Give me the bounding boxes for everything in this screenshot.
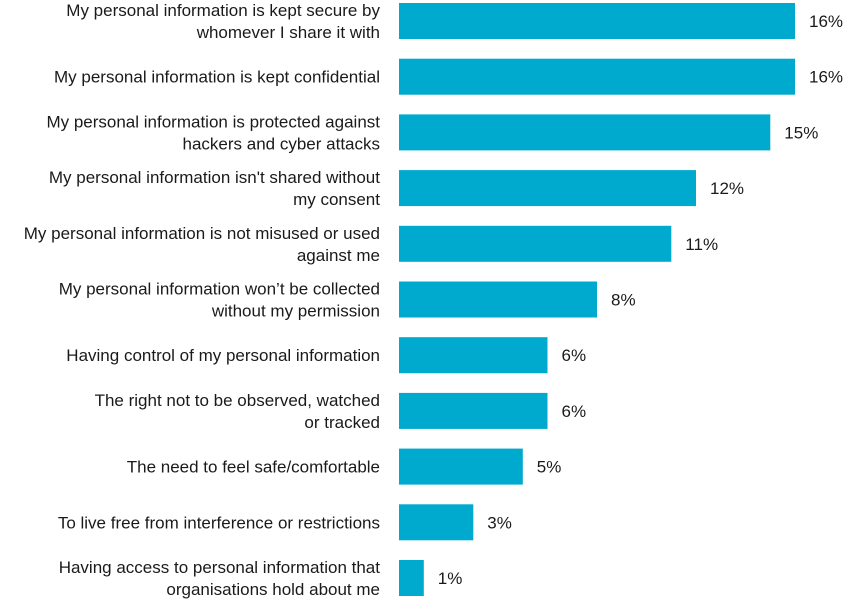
bar-8: [399, 448, 523, 485]
category-labels-group: My personal information is kept secure b…: [24, 1, 381, 599]
bar-10: [399, 560, 424, 596]
value-label-7: 6%: [562, 402, 587, 421]
category-label-6: Having control of my personal informatio…: [66, 346, 380, 365]
bar-6: [399, 337, 548, 374]
category-label-9: To live free from interference or restri…: [58, 513, 380, 532]
category-label-2: My personal information is protected aga…: [46, 112, 380, 153]
category-label-3: My personal information isn't shared wit…: [49, 168, 380, 209]
category-label-0-line-1: whomever I share it with: [196, 23, 380, 42]
category-label-1-line-0: My personal information is kept confiden…: [54, 68, 380, 87]
category-label-6-line-0: Having control of my personal informatio…: [66, 346, 380, 365]
value-label-1: 16%: [809, 68, 843, 87]
category-label-8-line-0: The need to feel safe/comfortable: [127, 458, 380, 477]
value-label-2: 15%: [784, 123, 818, 142]
category-label-5: My personal information won’t be collect…: [59, 280, 380, 321]
value-label-9: 3%: [487, 513, 512, 532]
category-label-7-line-1: or tracked: [304, 413, 380, 432]
value-label-10: 1%: [438, 569, 463, 588]
category-label-1: My personal information is kept confiden…: [54, 68, 380, 87]
category-label-3-line-1: my consent: [293, 190, 380, 209]
category-label-9-line-0: To live free from interference or restri…: [58, 513, 380, 532]
category-label-5-line-0: My personal information won’t be collect…: [59, 280, 380, 299]
bar-7: [399, 392, 548, 429]
bar-9: [399, 504, 474, 541]
category-label-0: My personal information is kept secure b…: [66, 1, 380, 42]
category-label-8: The need to feel safe/comfortable: [127, 458, 380, 477]
value-labels-group: 16% 16% 15% 12% 11% 8% 6% 6% 5% 3% 1%: [438, 12, 843, 588]
bar-2: [399, 114, 771, 151]
value-label-6: 6%: [562, 346, 587, 365]
category-label-7: The right not to be observed, watched or …: [95, 391, 380, 432]
bar-5: [399, 281, 597, 318]
category-label-10: Having access to personal information th…: [59, 558, 381, 599]
value-label-8: 5%: [537, 458, 562, 477]
category-label-3-line-0: My personal information isn't shared wit…: [49, 168, 380, 187]
category-label-10-line-0: Having access to personal information th…: [59, 558, 381, 577]
category-label-10-line-1: organisations hold about me: [166, 580, 380, 599]
value-label-3: 12%: [710, 179, 744, 198]
bar-4: [399, 225, 672, 262]
category-label-5-line-1: without my permission: [211, 302, 380, 321]
category-label-2-line-0: My personal information is protected aga…: [46, 112, 380, 131]
category-label-7-line-0: The right not to be observed, watched: [95, 391, 380, 410]
category-label-0-line-0: My personal information is kept secure b…: [66, 1, 380, 20]
category-label-4-line-1: against me: [297, 246, 380, 265]
category-label-4-line-0: My personal information is not misused o…: [24, 224, 380, 243]
bar-3: [399, 170, 696, 207]
value-label-5: 8%: [611, 291, 636, 310]
category-label-2-line-1: hackers and cyber attacks: [183, 134, 380, 153]
category-label-4: My personal information is not misused o…: [24, 224, 380, 265]
value-label-0: 16%: [809, 12, 843, 31]
bar-0: [399, 3, 795, 39]
bar-1: [399, 58, 795, 95]
bars-group: [399, 3, 795, 596]
value-label-4: 11%: [685, 235, 718, 254]
